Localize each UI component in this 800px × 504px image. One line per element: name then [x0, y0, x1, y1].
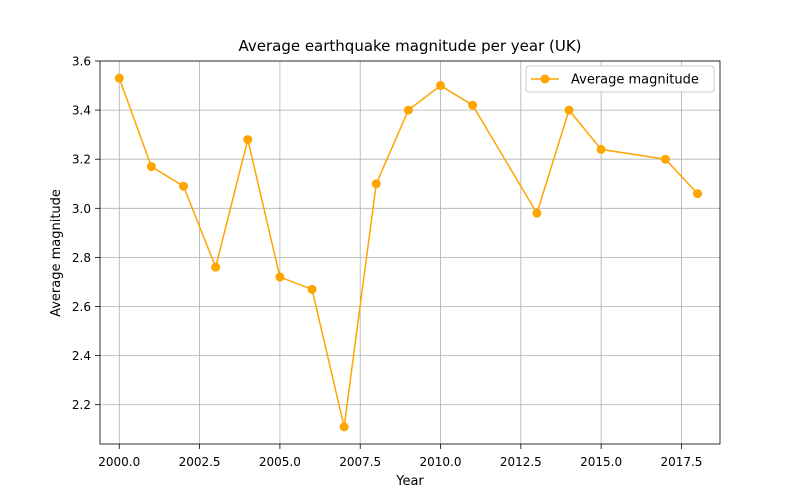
- data-point: [307, 284, 317, 294]
- x-tick-label: 2015.0: [580, 455, 622, 469]
- data-point: [179, 181, 189, 191]
- y-axis-label: Average magnitude: [49, 189, 64, 317]
- y-tick-label: 3.0: [72, 202, 91, 216]
- y-tick-label: 2.6: [72, 300, 91, 314]
- y-tick-label: 3.6: [72, 55, 91, 69]
- y-tick-label: 2.8: [72, 251, 91, 265]
- data-point: [660, 154, 670, 164]
- x-tick-label: 2005.0: [259, 455, 301, 469]
- x-tick-label: 2010.0: [420, 455, 462, 469]
- data-point: [532, 208, 542, 218]
- data-point: [275, 272, 285, 282]
- data-point: [371, 179, 381, 189]
- axes: 2000.0 2002.5 2005.0 2007.5 2010.0 2012.5 2015…: [72, 55, 721, 469]
- x-tick-label: 2012.5: [500, 455, 542, 469]
- legend-box: [525, 65, 715, 93]
- data-point: [146, 162, 156, 172]
- y-tick-label: 3.4: [72, 104, 91, 118]
- series-line: [118, 77, 699, 427]
- data-point: [468, 100, 478, 110]
- x-tick-label: 2002.5: [179, 455, 221, 469]
- data-point: [243, 135, 253, 145]
- data-point: [436, 81, 446, 91]
- data-point: [339, 422, 349, 432]
- y-tick-label: 3.2: [72, 153, 91, 167]
- data-point: [211, 262, 221, 272]
- grid-lines: [100, 60, 720, 444]
- data-point: [693, 189, 703, 199]
- legend-entry-label: Average magnitude: [571, 73, 699, 88]
- x-tick-label: 2017.5: [660, 455, 702, 469]
- legend-marker-swatch: [540, 74, 550, 84]
- x-tick-label: 2007.5: [339, 455, 381, 469]
- chart-title: Average earthquake magnitude per year (U…: [238, 37, 581, 55]
- y-tick-label: 2.4: [72, 349, 91, 363]
- x-tick-label: 2000.0: [98, 455, 140, 469]
- legend: Average magnitude: [525, 65, 715, 93]
- x-axis-label: Year: [395, 474, 424, 489]
- y-tick-label: 2.2: [72, 398, 91, 412]
- data-point: [114, 73, 124, 83]
- data-series: [114, 73, 703, 432]
- data-point: [596, 144, 606, 154]
- data-point: [403, 105, 413, 115]
- data-point: [564, 105, 574, 115]
- plot-frame: [99, 60, 721, 445]
